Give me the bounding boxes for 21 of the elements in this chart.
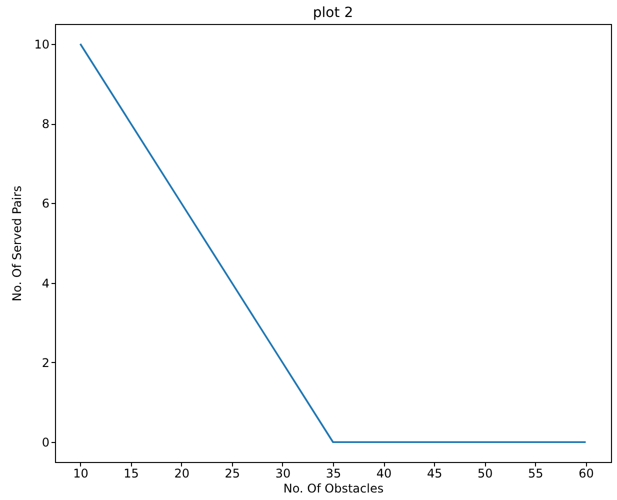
- y-tick-label: 6: [42, 196, 50, 211]
- x-tick-label: 15: [124, 466, 139, 480]
- x-axis-title: No. Of Obstacles: [283, 482, 384, 496]
- y-tick-label: 4: [42, 276, 50, 290]
- x-tick-label: 55: [528, 466, 544, 480]
- y-tick-label: 2: [42, 356, 50, 370]
- x-tick-label: 50: [477, 466, 493, 480]
- x-tick-label: 40: [376, 466, 392, 480]
- y-tick-label: 8: [42, 117, 50, 132]
- y-tick-label: 0: [42, 436, 50, 450]
- x-tick-label: 30: [275, 466, 291, 480]
- y-tick-label: 10: [34, 37, 50, 52]
- x-tick-label: 60: [578, 466, 594, 480]
- x-tick-label: 25: [224, 466, 240, 480]
- x-tick-label: 20: [174, 466, 190, 480]
- line-series: [79, 43, 587, 443]
- chart-title: plot 2: [312, 5, 354, 21]
- y-axis-title: No. Of Served Pairs: [10, 186, 24, 302]
- x-tick-label: 10: [73, 466, 88, 480]
- x-tick-label: 35: [326, 466, 342, 480]
- x-tick-label: 45: [426, 466, 442, 480]
